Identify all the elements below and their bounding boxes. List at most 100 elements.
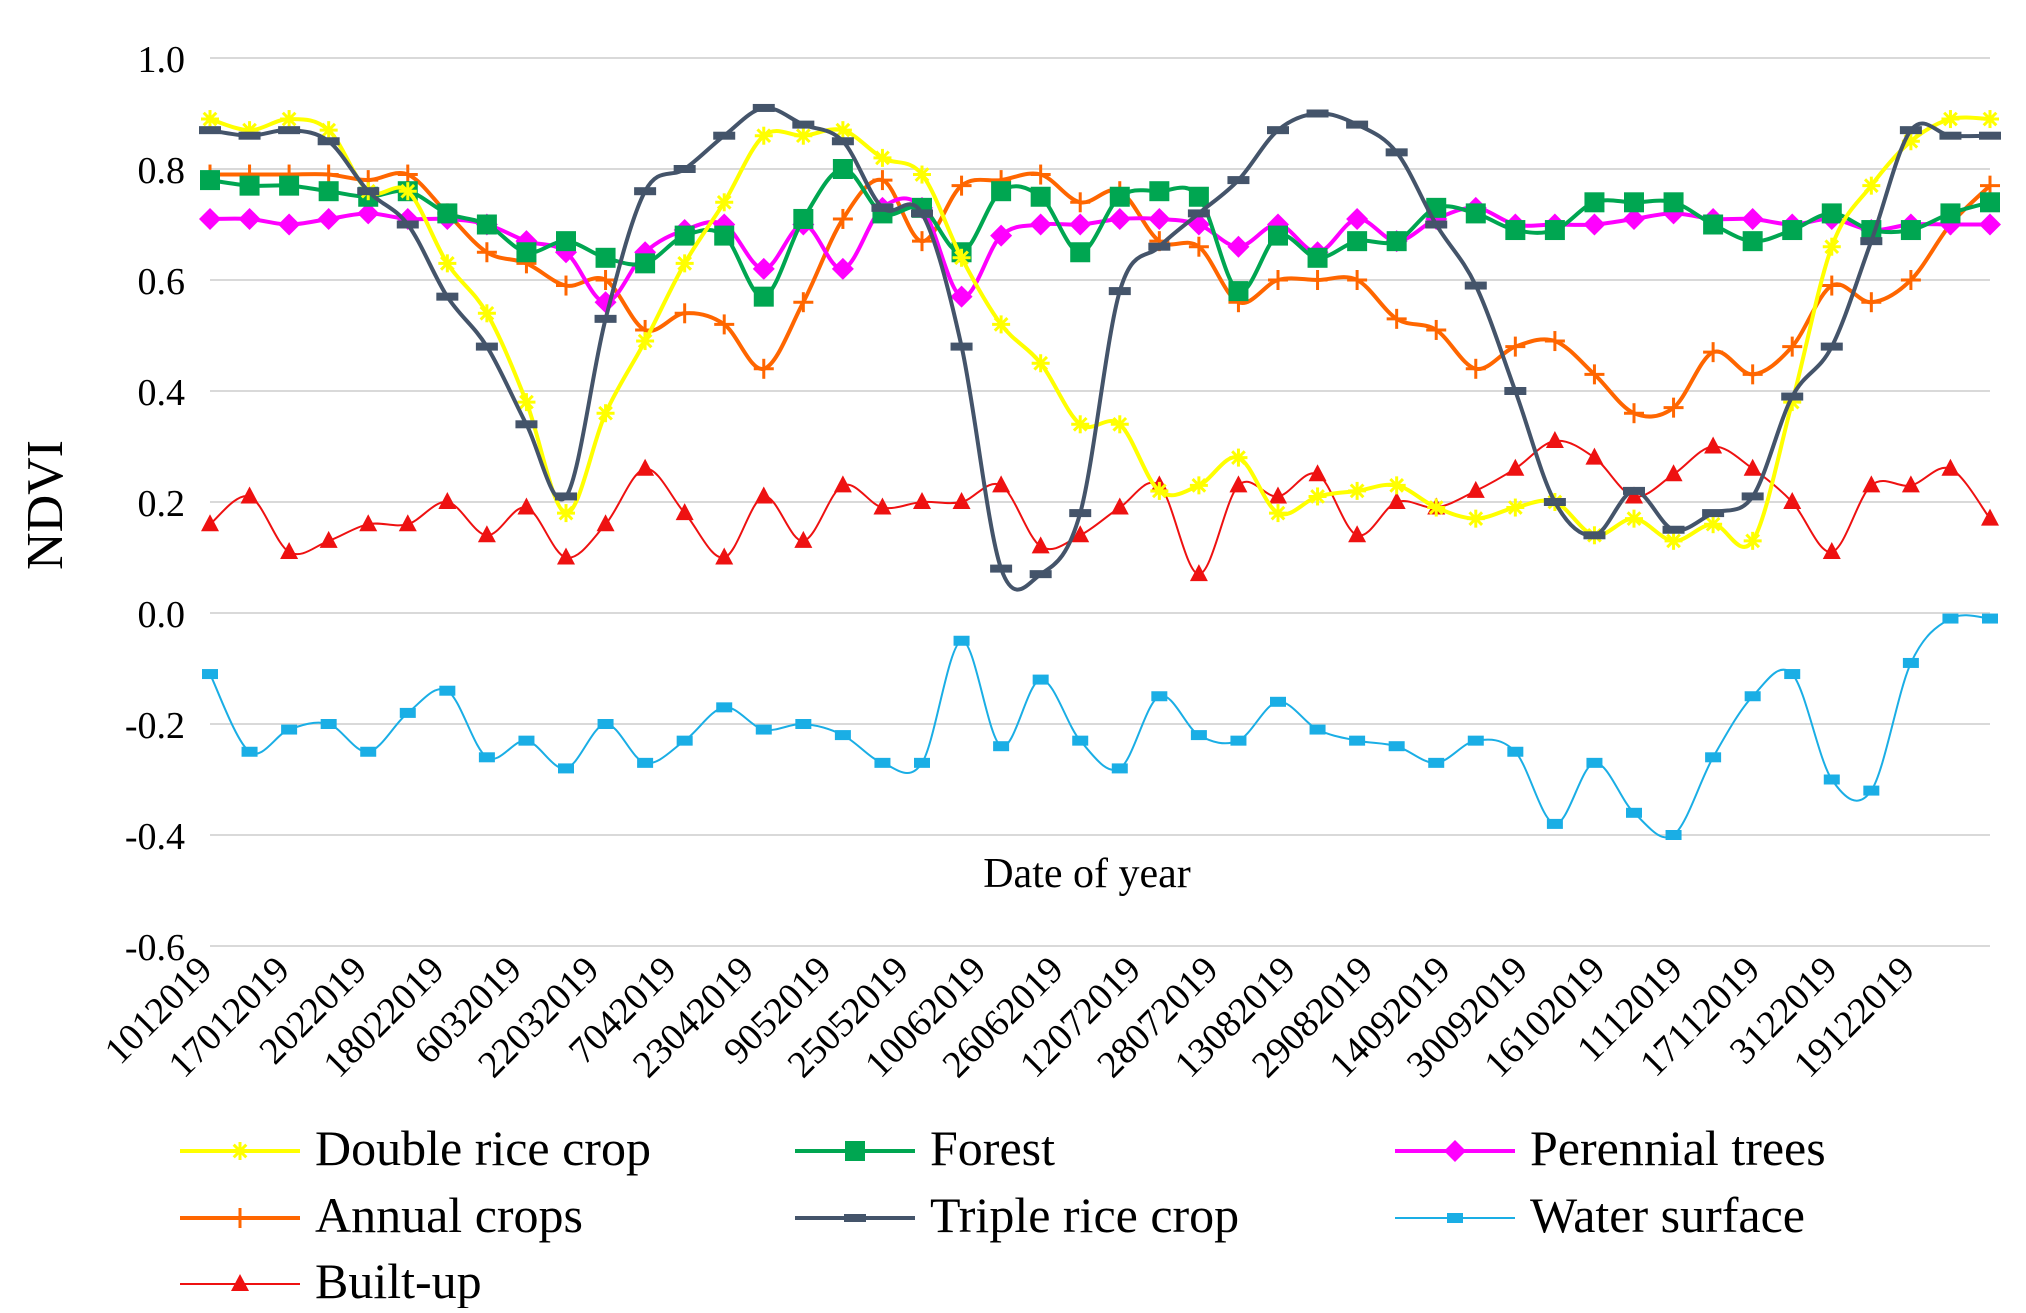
data-point (1662, 525, 1685, 534)
data-point (713, 131, 736, 140)
data-point (1029, 570, 1052, 579)
legend-label: Water surface (1530, 1187, 1805, 1243)
data-point (515, 420, 538, 429)
data-point (1072, 416, 1088, 432)
data-point (755, 724, 772, 735)
data-point (517, 497, 536, 515)
data-point (1425, 220, 1448, 229)
data-point (636, 458, 655, 476)
data-point (1187, 209, 1210, 218)
data-point (714, 225, 735, 246)
data-point (438, 492, 457, 509)
data-point (1943, 111, 1958, 127)
legend-label: Forest (930, 1120, 1055, 1176)
data-point (1467, 735, 1484, 746)
data-point (635, 253, 656, 274)
series-line (209, 614, 1991, 839)
data-point (795, 719, 812, 729)
data-point (1862, 475, 1881, 493)
data-point (831, 257, 854, 280)
legend-item: Annual crops (180, 1187, 583, 1243)
data-point (1545, 430, 1564, 448)
data-point (241, 746, 258, 757)
data-point (832, 159, 853, 179)
data-point (1507, 500, 1523, 515)
data-point (1348, 525, 1367, 543)
data-point (558, 505, 574, 521)
data-point (833, 475, 852, 493)
series-perennial-trees (199, 196, 2001, 314)
data-point (439, 685, 456, 696)
data-point (1151, 483, 1167, 499)
data-point (752, 257, 775, 280)
data-point (359, 514, 378, 532)
data-point (1705, 752, 1722, 763)
data-point (1191, 477, 1207, 493)
data-point (993, 741, 1010, 752)
data-point (1465, 203, 1486, 224)
data-point (1033, 355, 1049, 371)
data-point (1506, 458, 1525, 476)
data-point (1666, 533, 1681, 549)
data-point (1029, 213, 1052, 236)
data-point (1902, 657, 1919, 668)
data-point (1741, 492, 1764, 501)
legend: Double rice crop Forest Perennial trees Ann… (180, 1120, 1826, 1309)
legend-label: Double rice crop (315, 1120, 651, 1176)
data-point (914, 757, 930, 768)
data-point (873, 497, 892, 515)
data-point (1032, 674, 1049, 685)
series-double-rice-crop (201, 110, 1999, 550)
data-point (952, 492, 971, 509)
data-point (914, 167, 930, 182)
data-point (1310, 489, 1325, 504)
data-point (239, 175, 260, 196)
data-point (1745, 533, 1761, 549)
data-point (792, 120, 815, 129)
data-point (278, 126, 301, 135)
series-annual-crops (200, 164, 2000, 424)
data-point (398, 514, 417, 532)
data-point (1626, 511, 1642, 527)
data-point (1190, 730, 1207, 741)
data-point (844, 1214, 866, 1222)
data-point (1227, 235, 1250, 258)
data-point (637, 757, 654, 768)
data-point (201, 514, 219, 532)
series-triple-rice-crop (199, 103, 2001, 592)
data-point (1625, 486, 1643, 504)
data-point (793, 208, 814, 229)
series-line (209, 196, 1990, 305)
data-point (319, 530, 338, 548)
data-point (992, 475, 1011, 493)
data-point (1428, 500, 1444, 515)
legend-item: Triple rice crop (795, 1187, 1239, 1243)
data-point (318, 181, 339, 202)
data-point (1743, 458, 1762, 476)
data-point (202, 111, 218, 127)
data-point (637, 333, 653, 349)
data-point (1109, 186, 1130, 207)
data-point (1349, 735, 1366, 746)
gridlines (210, 57, 1990, 947)
series-built-up (201, 430, 1999, 582)
legend-label: Perennial trees (1530, 1120, 1826, 1176)
data-point (874, 757, 891, 768)
data-point (400, 183, 416, 199)
data-point (834, 730, 851, 741)
data-point (756, 128, 772, 144)
data-point (475, 342, 498, 351)
data-point (1111, 763, 1128, 774)
data-point (278, 213, 301, 236)
data-point (1585, 447, 1604, 465)
y-tick-label: 0.8 (138, 150, 186, 192)
data-point (598, 405, 613, 421)
legend-item: Perennial trees (1395, 1120, 1826, 1176)
legend-item: Forest (795, 1120, 1055, 1176)
data-point (1583, 213, 1606, 236)
data-point (754, 486, 773, 504)
data-point (674, 225, 695, 246)
data-point (479, 305, 495, 321)
data-point (1070, 242, 1091, 263)
x-axis-label: Date of year (983, 851, 1191, 897)
